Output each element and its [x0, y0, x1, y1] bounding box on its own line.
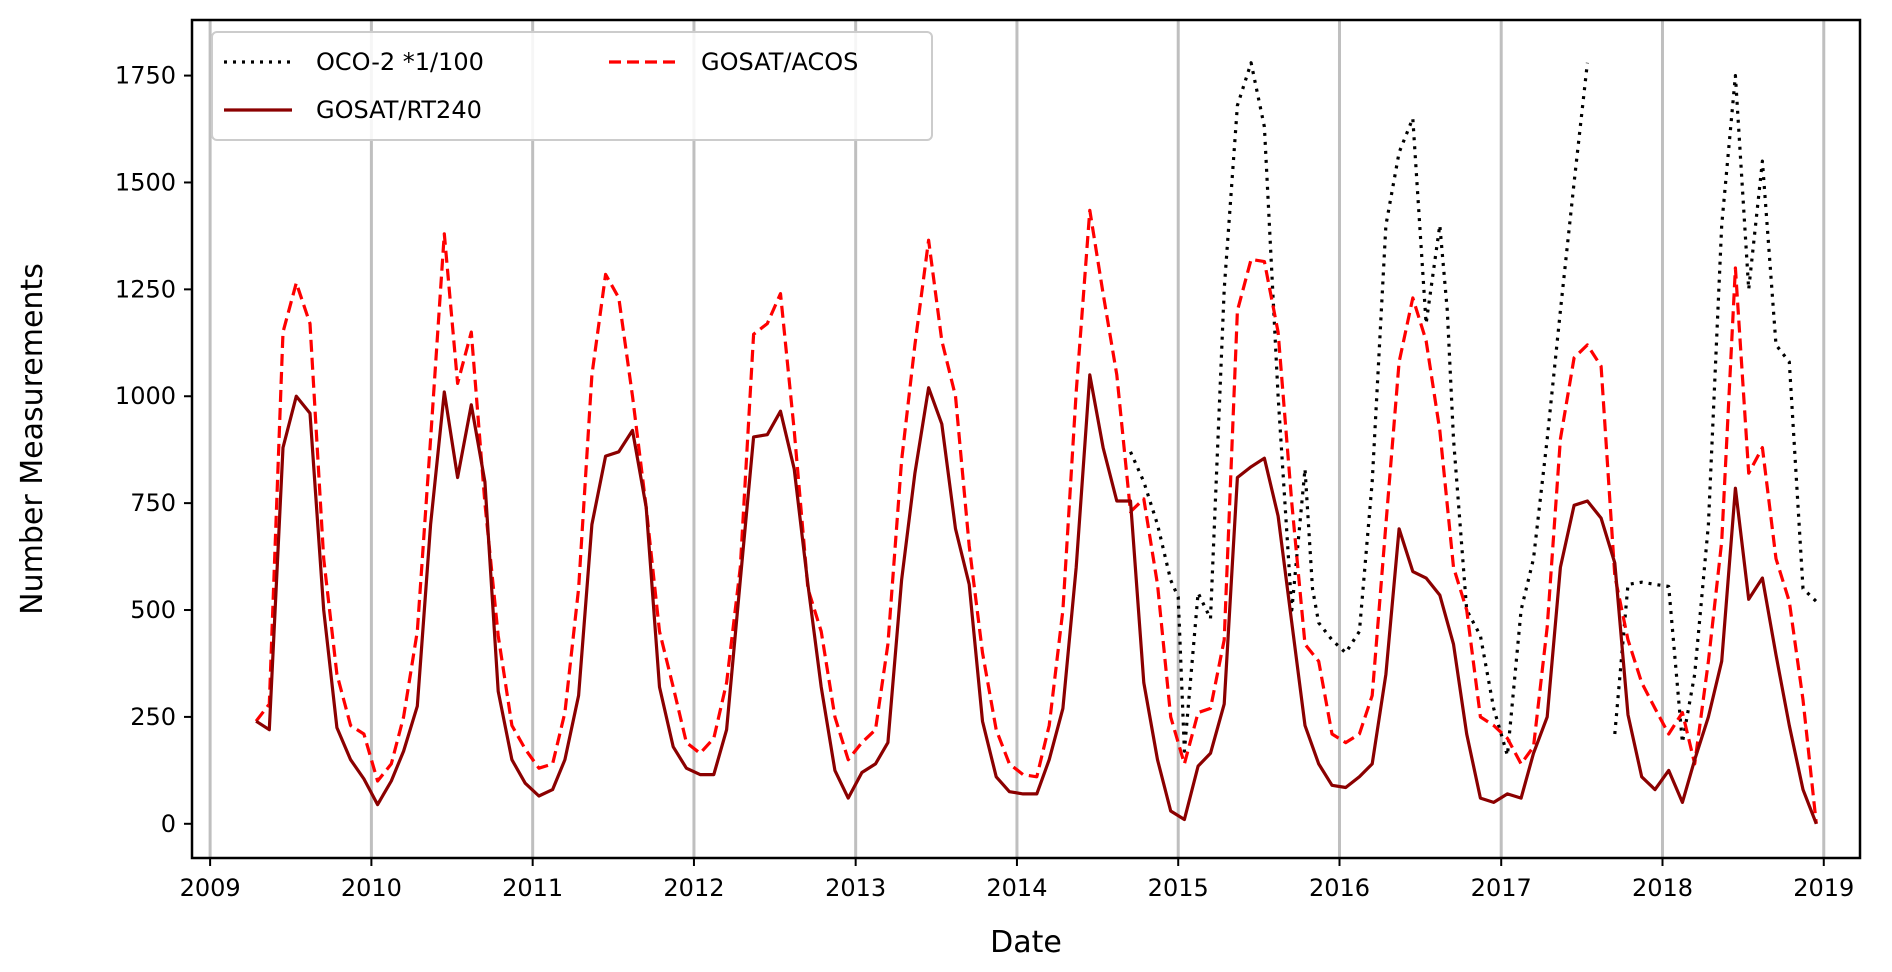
x-tick-label: 2010 — [341, 874, 402, 902]
x-tick-label: 2009 — [180, 874, 241, 902]
series-line-2 — [255, 373, 1818, 825]
x-tick-label: 2012 — [663, 874, 724, 902]
x-tick-label: 2018 — [1632, 874, 1693, 902]
y-tick-label: 250 — [130, 703, 176, 731]
y-tick-label: 0 — [161, 810, 176, 838]
x-tick-label: 2011 — [502, 874, 563, 902]
x-tick-label: 2016 — [1309, 874, 1370, 902]
x-tick-label: 2014 — [986, 874, 1047, 902]
axes: 2009 2010 2011 2012 2013 2014 2015 2016 2017 2018… — [115, 18, 1862, 902]
y-tick-label: 1000 — [115, 382, 176, 410]
y-tick-label: 500 — [130, 596, 176, 624]
x-tick-label: 2015 — [1148, 874, 1209, 902]
x-axis-label: Date — [990, 925, 1062, 960]
year-gridlines — [208, 20, 1826, 858]
plot-frame — [190, 18, 1862, 860]
legend: OCO-2 *1/100 GOSAT/ACOS GOSAT/RT240 — [211, 31, 933, 141]
y-tick-label: 1500 — [115, 168, 176, 196]
legend-label: GOSAT/ACOS — [701, 48, 858, 76]
x-tick-label: 2013 — [825, 874, 886, 902]
y-tick-label: 750 — [130, 489, 176, 517]
legend-label: OCO-2 *1/100 — [316, 48, 484, 76]
y-tick-label: 1250 — [115, 275, 176, 303]
legend-box — [211, 31, 933, 141]
series-lines — [254, 61, 1818, 825]
y-tick-label: 1750 — [115, 62, 176, 90]
y-axis-label: Number Measurements — [15, 263, 50, 615]
x-tick-label: 2019 — [1793, 874, 1854, 902]
legend-label: GOSAT/RT240 — [316, 96, 482, 124]
x-tick-label: 2017 — [1471, 874, 1532, 902]
series-line-1 — [254, 208, 1818, 824]
